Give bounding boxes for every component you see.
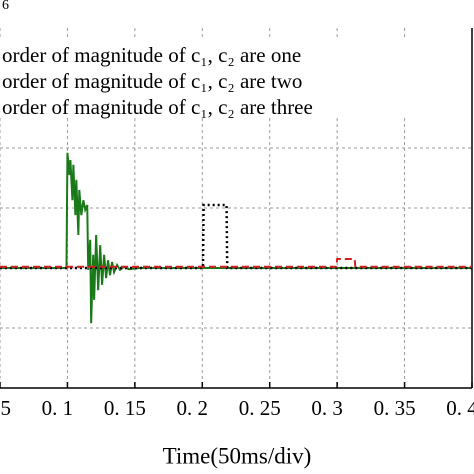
x-tick-label: 0. 1	[42, 396, 74, 420]
legend-label: order of magnitude of c₁, c₂ are two	[2, 69, 302, 93]
legend-label: order of magnitude of c₁, c₂ are one	[2, 43, 301, 67]
series-line	[0, 258, 472, 268]
x-tick-label: 0. 25	[239, 396, 281, 420]
legend-label: order of magnitude of c₁, c₂ are three	[2, 95, 313, 119]
x-tick-label: 0. 05	[0, 396, 11, 420]
x-axis-label: Time(50ms/div)	[163, 443, 312, 468]
x-tick-label: 0. 35	[374, 396, 416, 420]
y-scale-label: 6	[2, 0, 9, 13]
x-tick-label: 0. 4	[446, 396, 474, 420]
legend-box	[0, 37, 440, 117]
x-tick-label: 0. 2	[177, 396, 209, 420]
series-line	[0, 152, 472, 324]
x-tick-label: 0. 15	[104, 396, 146, 420]
x-tick-label: 0. 3	[311, 396, 343, 420]
